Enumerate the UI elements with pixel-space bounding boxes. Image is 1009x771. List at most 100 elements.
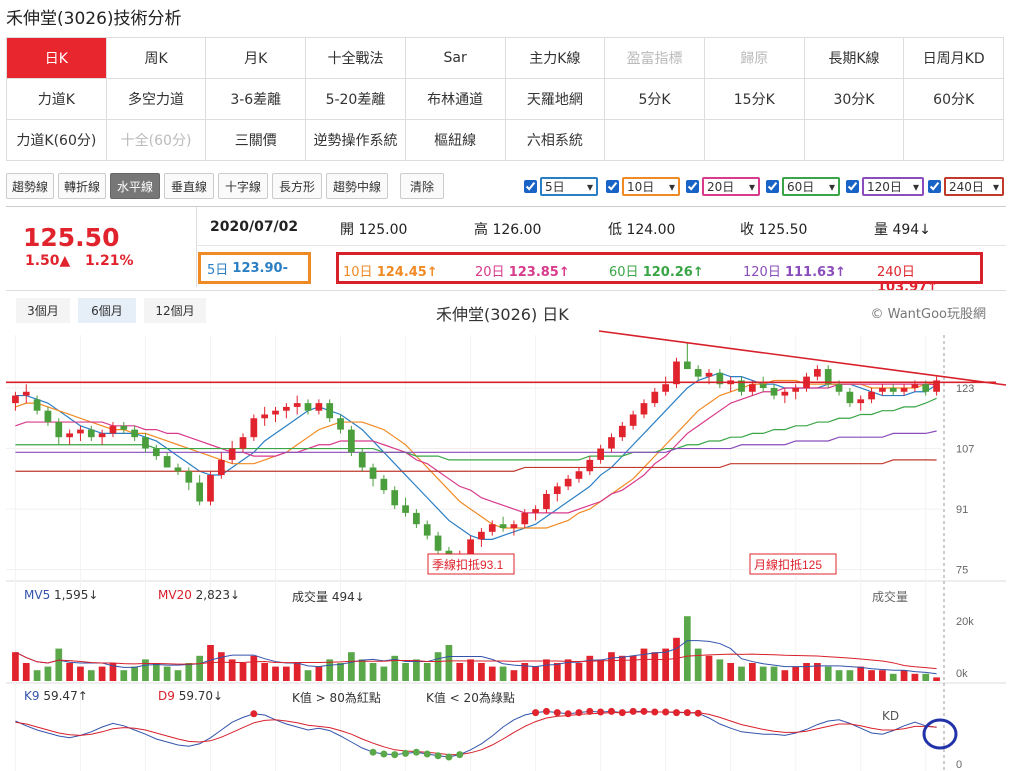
ma-selector-60: 60日 ▾ (766, 177, 840, 196)
volume-bar (857, 666, 865, 681)
d-line (15, 711, 937, 756)
tool-trend-line[interactable]: 趨勢線 (6, 173, 54, 199)
ma5-select[interactable]: 5日 ▾ (540, 177, 598, 196)
volume-bar (272, 666, 279, 681)
menu-item[interactable]: 5-20差離 (306, 79, 406, 120)
candle (673, 361, 680, 385)
volume-bar (391, 655, 399, 681)
menu-item[interactable]: 盈富指標 (605, 38, 705, 79)
candle (272, 410, 279, 415)
price-tick-label: 107 (956, 444, 974, 456)
tool-trend-midline[interactable]: 趨勢中線 (326, 173, 388, 199)
volume-bar (748, 663, 756, 681)
menu-item[interactable]: 日K (7, 38, 107, 79)
menu-item[interactable]: 三關價 (206, 120, 307, 161)
ma60-value: 60日 120.26↑ (609, 265, 704, 280)
candle (683, 361, 691, 370)
volume-bar (217, 652, 225, 681)
ma120-checkbox[interactable] (846, 180, 859, 193)
menu-item[interactable]: 周K (106, 38, 207, 79)
menu-item[interactable]: 5分K (605, 79, 705, 120)
kd-green-dot (391, 751, 399, 759)
kd-red-dot (618, 709, 626, 717)
volume-bar (922, 673, 930, 681)
menu-item[interactable]: 15分K (704, 79, 805, 120)
drawing-toolbar: 趨勢線 轉折線 水平線 垂直線 十字線 長方形 趨勢中線 清除 5日 ▾ 10日 ▾… (6, 173, 1006, 201)
menu-item[interactable]: 30分K (804, 79, 905, 120)
candle (369, 467, 377, 479)
menu-item[interactable]: 十全戰法 (306, 38, 406, 79)
menu-item[interactable]: 3-6差離 (206, 79, 307, 120)
volume-bar (846, 670, 854, 681)
menu-item[interactable]: 月K (206, 38, 307, 79)
chevron-down-icon: ▾ (912, 179, 919, 194)
volume-bar (293, 663, 301, 681)
menu-item[interactable]: 力道K(60分) (7, 120, 107, 161)
volume-bar (152, 663, 160, 681)
menu-item[interactable]: 十全(60分) (106, 120, 207, 161)
ma120-select[interactable]: 120日 ▾ (862, 177, 924, 196)
menu-item[interactable]: 力道K (7, 79, 107, 120)
candle (608, 437, 615, 449)
tool-turn-line[interactable]: 轉折線 (58, 173, 106, 199)
volume-bar (228, 659, 236, 681)
candle (705, 372, 713, 377)
ma240-select[interactable]: 240日 ▾ (944, 177, 1004, 196)
tool-rectangle[interactable]: 長方形 (272, 173, 322, 199)
ma5-checkbox[interactable] (524, 180, 537, 193)
menu-item[interactable]: 布林通道 (405, 79, 506, 120)
menu-item[interactable]: 逆勢操作系統 (306, 120, 406, 161)
menu-item[interactable]: 歸原 (704, 38, 805, 79)
highlight-circle (922, 718, 958, 750)
tool-horizontal-line[interactable]: 水平線 (110, 173, 160, 199)
volume-bar (683, 616, 691, 681)
ma60-select[interactable]: 60日 ▾ (782, 177, 840, 196)
menu-empty-cell (605, 120, 705, 161)
kd-red-dot (250, 710, 258, 718)
menu-item[interactable]: 日周月KD (904, 38, 1005, 79)
ma20-checkbox[interactable] (686, 180, 699, 193)
volume-bar (109, 663, 117, 681)
volume-bar (532, 666, 539, 681)
ma20-select[interactable]: 20日 ▾ (702, 177, 760, 196)
candle (413, 512, 420, 525)
volume-bar (629, 655, 637, 681)
page-title: 禾伸堂(3026)技術分析 (6, 9, 182, 29)
volume-bar (131, 666, 138, 681)
kd-red-dot (672, 709, 680, 717)
range-6m-button[interactable]: 6個月 (78, 298, 136, 323)
divider (196, 207, 197, 287)
ma240-checkbox[interactable] (928, 180, 941, 193)
volume-bar (586, 655, 594, 681)
menu-item[interactable]: 主力K線 (505, 38, 606, 79)
range-12m-button[interactable]: 12個月 (144, 298, 206, 323)
quote-high: 高 126.00 (474, 222, 542, 238)
tool-clear-button[interactable]: 清除 (400, 173, 444, 199)
tool-vertical-line[interactable]: 垂直線 (164, 173, 214, 199)
menu-item[interactable]: 長期K線 (804, 38, 905, 79)
volume-bar (304, 670, 312, 681)
menu-item[interactable]: 天羅地網 (505, 79, 606, 120)
menu-item[interactable]: 六相系統 (505, 120, 606, 161)
range-3m-button[interactable]: 3個月 (16, 298, 70, 323)
ma10-checkbox[interactable] (606, 180, 619, 193)
volume-bar (33, 670, 41, 681)
kd-green-dot (380, 750, 388, 758)
volume-bar (781, 670, 789, 681)
ma60-checkbox[interactable] (766, 180, 779, 193)
ma10-select[interactable]: 10日 ▾ (622, 177, 680, 196)
tool-crosshair[interactable]: 十字線 (218, 173, 268, 199)
menu-item[interactable]: 60分K (904, 79, 1005, 120)
quote-open: 開 125.00 (340, 222, 408, 238)
volume-bar (499, 666, 507, 681)
candle (716, 372, 724, 385)
volume-bar (835, 670, 843, 681)
candle (521, 512, 529, 525)
candle (391, 490, 399, 506)
kd-green-dot (412, 748, 420, 756)
menu-item[interactable]: 多空力道 (106, 79, 207, 120)
menu-item[interactable]: Sar (405, 38, 506, 79)
annotation-label: 季線扣抵93.1 (432, 557, 504, 572)
chart-canvas[interactable]: 123 107 91 75 季線扣抵93.1 月線扣抵125 20k 0k 0 (6, 291, 1006, 771)
menu-item[interactable]: 樞紐線 (405, 120, 506, 161)
